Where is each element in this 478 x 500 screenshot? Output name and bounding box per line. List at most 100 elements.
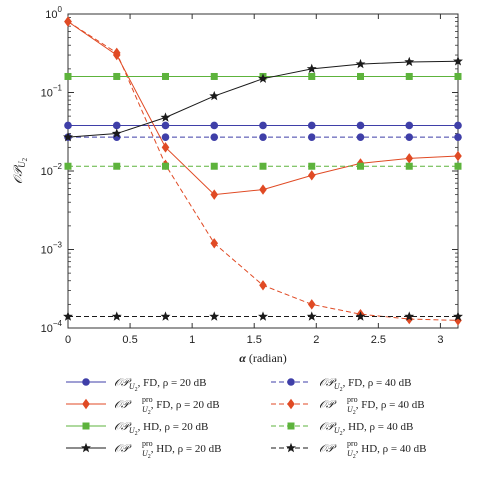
circle-marker	[82, 378, 90, 386]
square-marker	[64, 72, 72, 80]
series	[63, 311, 463, 321]
square-marker	[162, 72, 170, 80]
legend-label-sub: U	[129, 382, 136, 391]
legend-label-op: 𝒪𝒫	[114, 443, 132, 455]
star-marker	[81, 442, 91, 453]
legend-label-rest: , HD, ρ = 40 dB	[343, 421, 414, 433]
legend-label-subsub: 2	[135, 387, 138, 393]
diamond-marker	[82, 398, 90, 410]
x-axis-label-symbol: α	[239, 351, 246, 365]
x-tick-label: 1	[189, 334, 195, 346]
square-marker	[113, 162, 121, 170]
square-marker	[454, 72, 462, 80]
legend-label-sup: pro	[142, 439, 153, 448]
y-tick-label-exponent: −1	[53, 84, 63, 93]
legend-label-op: 𝒪𝒫	[114, 377, 132, 389]
y-axis-label-sub: U	[17, 161, 27, 168]
star-marker	[258, 311, 268, 321]
circle-marker	[287, 378, 295, 386]
star-marker	[404, 56, 415, 67]
legend-label-subsub: 2	[353, 410, 356, 416]
y-tick-label-base: 10	[45, 9, 57, 21]
legend: 𝒪𝒫U2, FD, ρ = 20 dB 𝒪𝒫U2, FD, ρ = 40 dB𝒪𝒫…	[66, 377, 426, 460]
legend-label: 𝒪𝒫U2, HD, ρ = 20 dB	[114, 421, 208, 437]
star-marker	[286, 442, 296, 453]
legend-item: 𝒪𝒫 pro U2, FD, ρ = 20 dB	[66, 395, 220, 416]
legend-label-sub: U	[142, 405, 149, 414]
legend-label-rest: , HD, ρ = 20 dB	[138, 421, 209, 433]
legend-label-subsub: 2	[340, 387, 343, 393]
star-marker	[209, 90, 220, 101]
square-marker	[357, 72, 365, 80]
legend-item: 𝒪𝒫U2, HD, ρ = 20 dB	[66, 421, 208, 437]
star-marker	[355, 311, 366, 321]
circle-marker	[405, 121, 414, 130]
legend-label-subsub: 2	[353, 454, 356, 460]
star-marker	[258, 73, 268, 83]
legend-label-sub: U	[334, 382, 341, 391]
circle-marker	[259, 121, 267, 130]
y-tick-label-base: 10	[41, 88, 53, 100]
diamond-marker	[161, 142, 170, 153]
star-marker	[453, 311, 463, 321]
legend-label-rest: , FD, ρ = 40 dB	[356, 399, 425, 411]
star-marker	[160, 311, 171, 321]
star-marker	[111, 311, 122, 321]
diamond-marker	[454, 150, 462, 162]
x-tick-label: 3	[437, 334, 443, 346]
legend-item: 𝒪𝒫U2, HD, ρ = 40 dB	[271, 421, 413, 437]
legend-label-op: 𝒪𝒫	[319, 377, 337, 389]
x-tick-label: 0.5	[122, 334, 137, 346]
x-tick-label: 2	[313, 334, 319, 346]
square-marker	[113, 72, 121, 80]
y-tick-label: 10−2	[41, 162, 63, 178]
y-tick-label-exponent: −2	[53, 162, 63, 171]
legend-label-op: 𝒪𝒫	[114, 399, 132, 411]
diamond-marker	[405, 153, 414, 164]
legend-label: 𝒪𝒫 pro U2, FD, ρ = 40 dB	[319, 395, 425, 416]
legend-label: 𝒪𝒫U2, FD, ρ = 40 dB	[319, 377, 412, 393]
square-marker	[82, 422, 90, 430]
circle-marker	[210, 133, 219, 141]
legend-item: 𝒪𝒫 pro U2, HD, ρ = 20 dB	[66, 439, 221, 460]
legend-label-sup: pro	[142, 395, 153, 404]
legend-label-subsub: 2	[135, 431, 138, 437]
diamond-marker	[210, 238, 219, 249]
circle-marker	[259, 133, 267, 141]
legend-label-sub: U	[142, 449, 149, 458]
star-marker	[160, 112, 171, 122]
legend-label-rest: , FD, ρ = 20 dB	[138, 377, 207, 389]
circle-marker	[307, 133, 316, 141]
series	[63, 56, 463, 142]
legend-label-op: 𝒪𝒫	[319, 443, 337, 455]
legend-label-sub: U	[347, 405, 354, 414]
circle-marker	[112, 121, 121, 130]
y-tick-label-base: 10	[41, 245, 53, 257]
legend-label-rest: , FD, ρ = 20 dB	[151, 399, 220, 411]
circle-marker	[161, 133, 170, 141]
y-tick-label: 10−3	[41, 241, 63, 257]
star-marker	[63, 311, 73, 321]
legend-label: 𝒪𝒫 pro U2, HD, ρ = 40 dB	[319, 439, 426, 460]
legend-label-subsub: 2	[148, 410, 151, 416]
x-axis: 0 0.5 1 1.5 2 2.5 3	[65, 14, 443, 346]
series	[64, 133, 462, 141]
x-axis-label: α (radian)	[239, 351, 287, 365]
star-marker	[209, 311, 220, 321]
square-marker	[287, 422, 295, 430]
legend-item: 𝒪𝒫 pro U2, HD, ρ = 40 dB	[271, 439, 426, 460]
y-tick-label: 100	[45, 5, 62, 21]
square-marker	[64, 162, 72, 170]
circle-marker	[454, 133, 462, 141]
square-marker	[454, 162, 462, 170]
square-marker	[259, 162, 267, 170]
diamond-marker	[307, 299, 316, 310]
y-tick-label-exponent: −3	[53, 241, 63, 250]
circle-marker	[161, 121, 170, 130]
y-tick-label: 10−1	[41, 84, 63, 100]
diamond-marker	[64, 16, 72, 27]
legend-label-subsub: 2	[148, 454, 151, 460]
legend-label-op: 𝒪𝒫	[319, 421, 337, 433]
